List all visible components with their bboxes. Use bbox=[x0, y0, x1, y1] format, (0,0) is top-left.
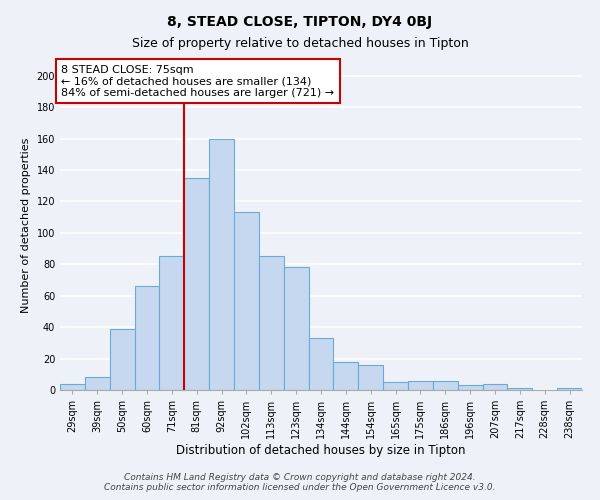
Bar bbox=[557, 388, 582, 390]
Bar bbox=[334, 362, 358, 390]
Bar bbox=[259, 256, 284, 390]
Bar bbox=[408, 380, 433, 390]
Text: 8 STEAD CLOSE: 75sqm
← 16% of detached houses are smaller (134)
84% of semi-deta: 8 STEAD CLOSE: 75sqm ← 16% of detached h… bbox=[61, 64, 334, 98]
Text: 8, STEAD CLOSE, TIPTON, DY4 0BJ: 8, STEAD CLOSE, TIPTON, DY4 0BJ bbox=[167, 15, 433, 29]
Bar bbox=[184, 178, 209, 390]
Bar bbox=[308, 338, 334, 390]
Bar bbox=[383, 382, 408, 390]
Bar bbox=[234, 212, 259, 390]
Bar bbox=[482, 384, 508, 390]
Bar bbox=[458, 386, 482, 390]
Bar bbox=[508, 388, 532, 390]
Bar bbox=[209, 138, 234, 390]
X-axis label: Distribution of detached houses by size in Tipton: Distribution of detached houses by size … bbox=[176, 444, 466, 457]
Bar bbox=[160, 256, 184, 390]
Y-axis label: Number of detached properties: Number of detached properties bbox=[21, 138, 31, 312]
Text: Contains HM Land Registry data © Crown copyright and database right 2024.
Contai: Contains HM Land Registry data © Crown c… bbox=[104, 473, 496, 492]
Bar bbox=[284, 268, 308, 390]
Text: Size of property relative to detached houses in Tipton: Size of property relative to detached ho… bbox=[131, 38, 469, 51]
Bar bbox=[60, 384, 85, 390]
Bar bbox=[358, 365, 383, 390]
Bar bbox=[85, 378, 110, 390]
Bar bbox=[110, 328, 134, 390]
Bar bbox=[433, 380, 458, 390]
Bar bbox=[134, 286, 160, 390]
